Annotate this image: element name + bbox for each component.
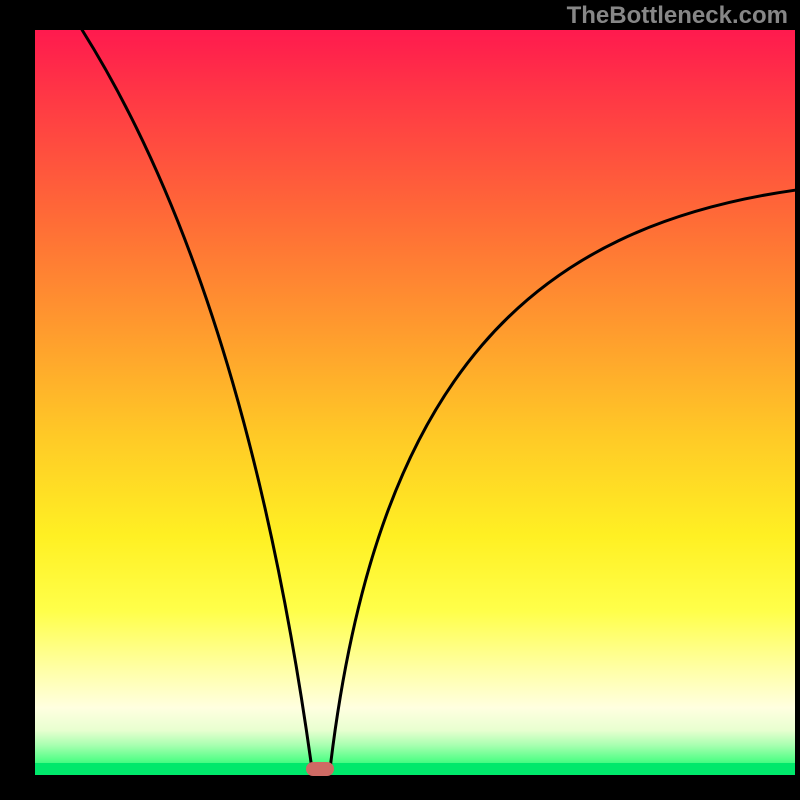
curve-path	[82, 30, 795, 771]
bottleneck-curve	[0, 0, 800, 800]
chart-container: TheBottleneck.com	[0, 0, 800, 800]
vertex-marker	[306, 762, 334, 776]
watermark-text: TheBottleneck.com	[567, 2, 788, 30]
